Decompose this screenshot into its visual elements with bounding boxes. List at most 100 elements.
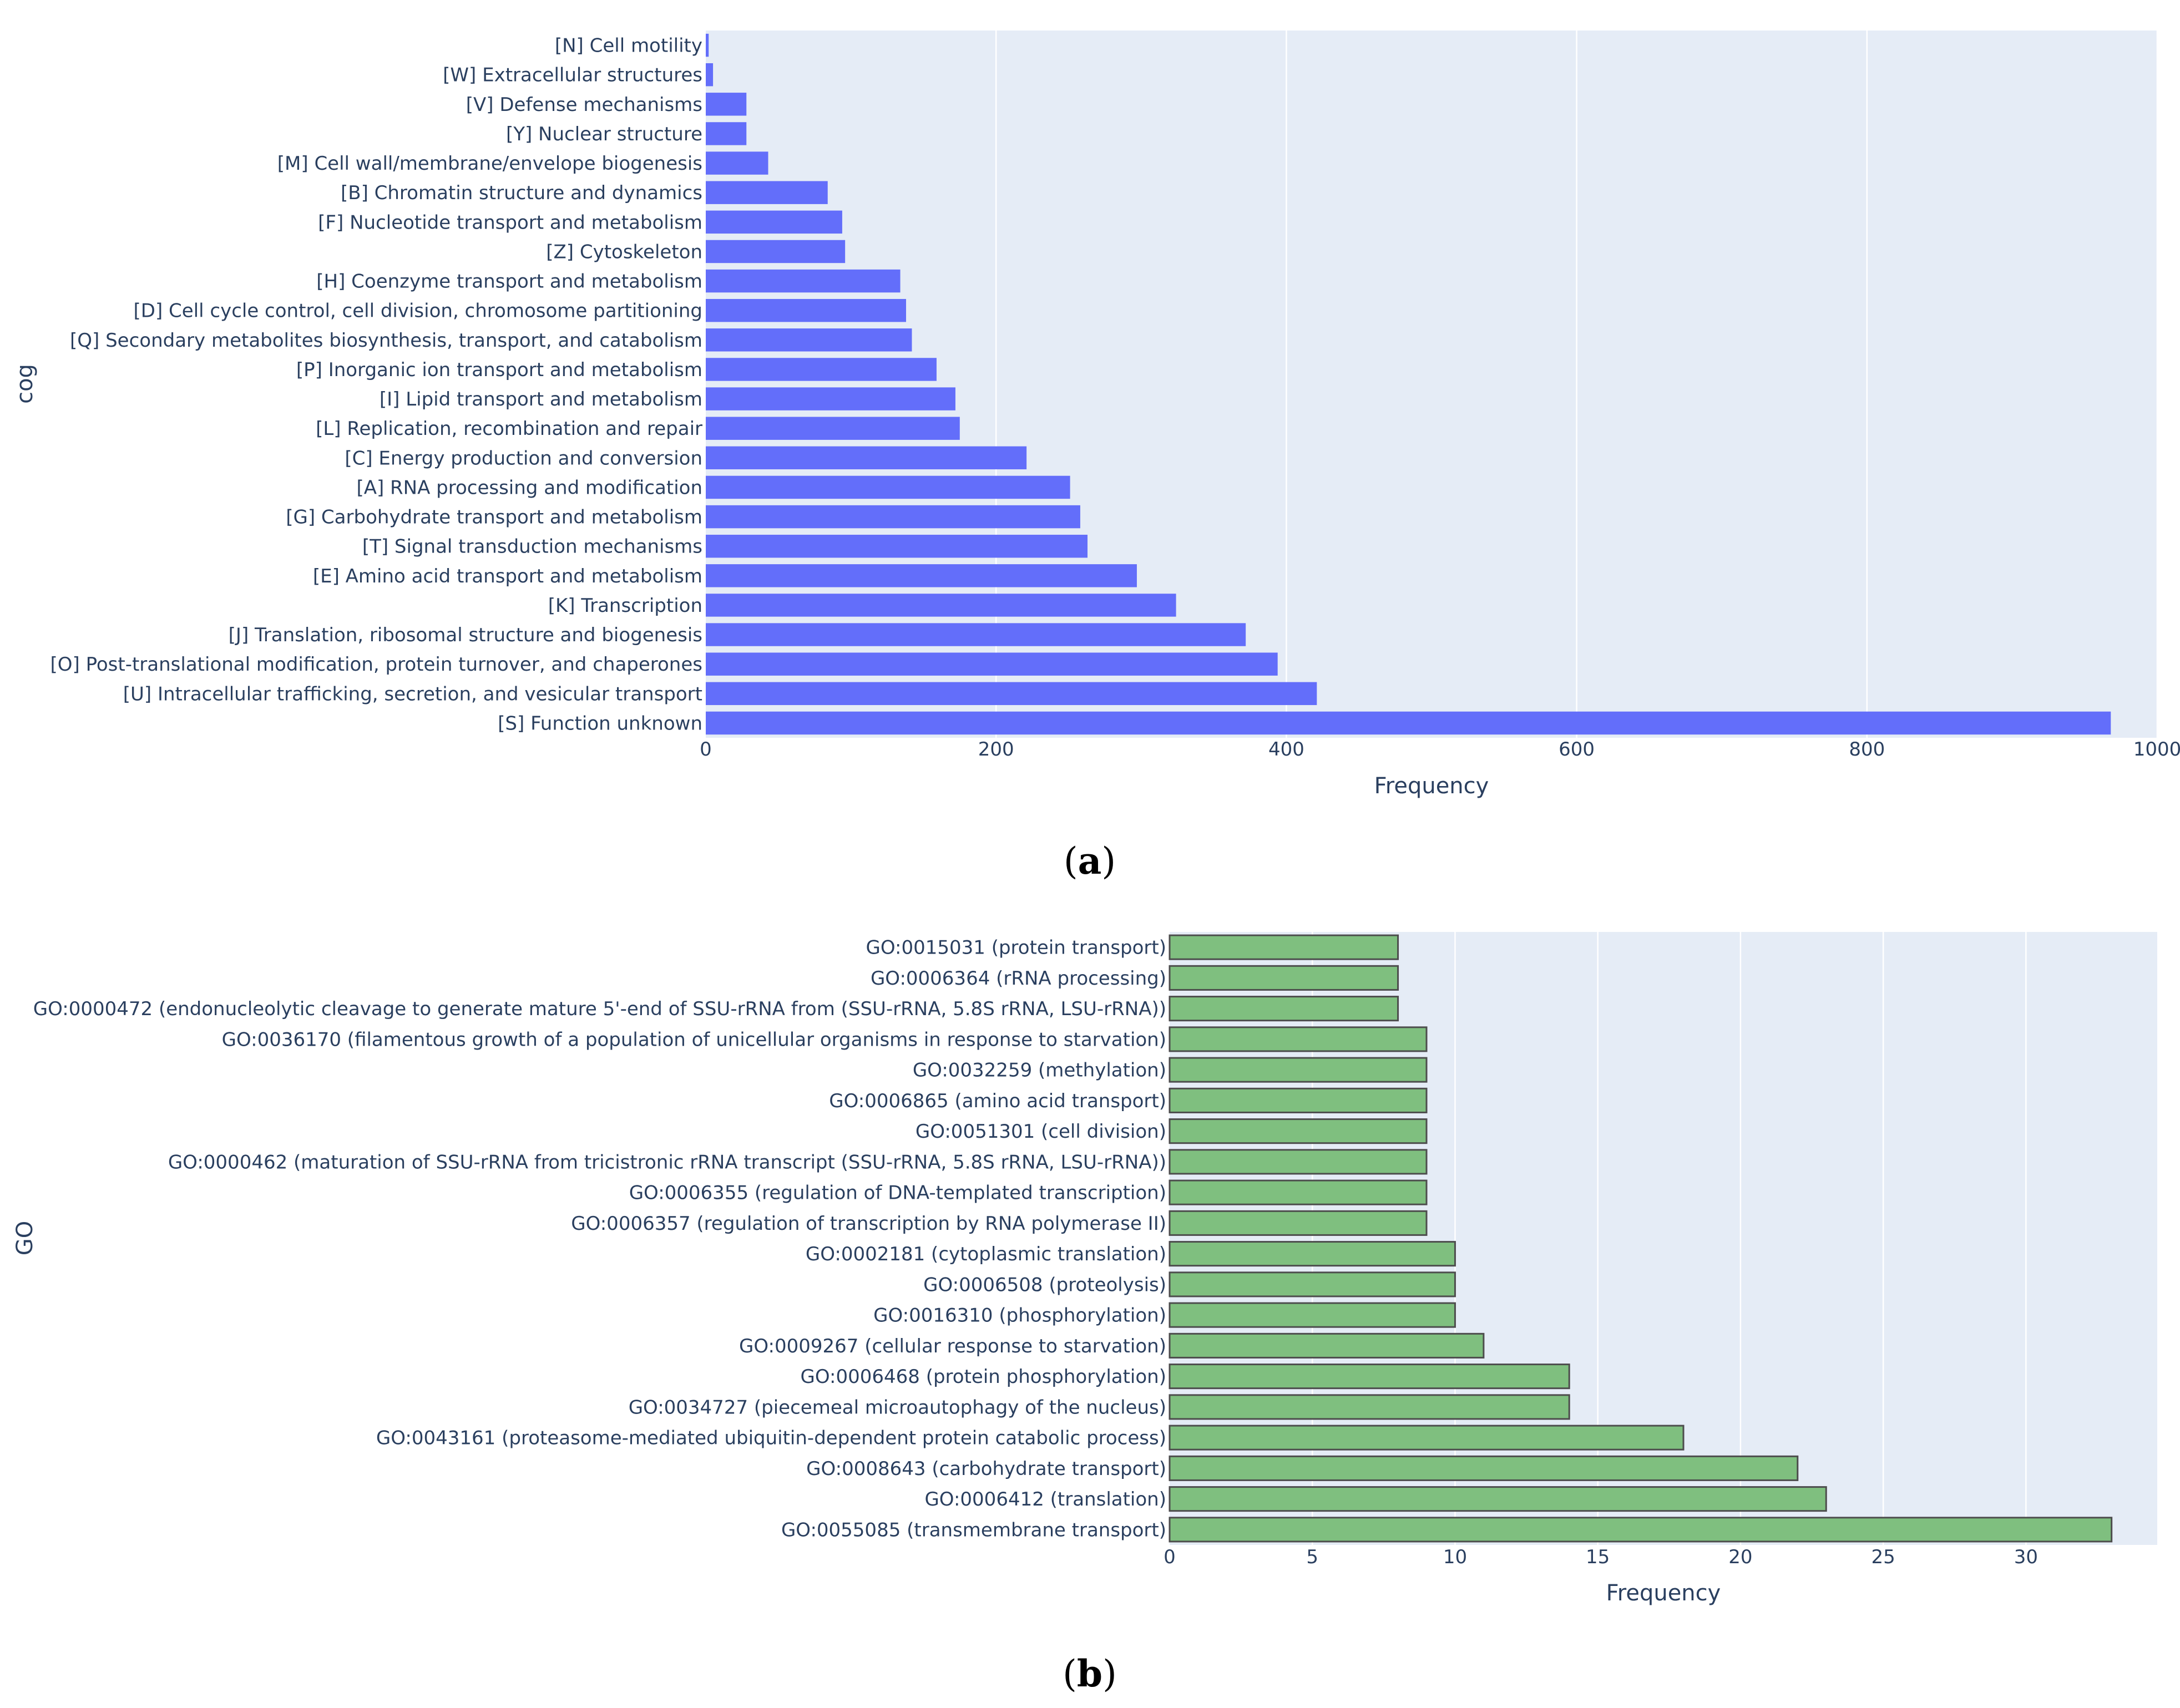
category-label: [N] Cell motility (555, 35, 702, 57)
bar (1169, 1241, 1456, 1267)
bar (1169, 996, 1399, 1022)
bar (706, 682, 1317, 706)
bar (1169, 1486, 1827, 1512)
bar (706, 122, 747, 145)
category-label: [E] Amino acid transport and metabolism (313, 565, 702, 587)
category-label: GO:0009267 (cellular response to starvat… (739, 1335, 1166, 1357)
category-label: [C] Energy production and conversion (345, 447, 702, 469)
bar (706, 358, 937, 381)
category-labels-go: GO:0015031 (protein transport) GO:0006364… (33, 937, 1166, 1542)
bar (706, 623, 1246, 646)
x-tick-label: 600 (1559, 738, 1595, 761)
bar (706, 181, 828, 204)
category-label: GO:0034727 (piecemeal microautophagy of … (629, 1396, 1166, 1418)
bar (1169, 1057, 1428, 1083)
plot-area-cog (706, 31, 2157, 738)
x-axis-title-go: Frequency (1606, 1580, 1721, 1606)
category-label: GO:0055085 (transmembrane transport) (781, 1519, 1166, 1541)
category-label: [W] Extracellular structures (443, 64, 702, 87)
category-label: [H] Coenzyme transport and metabolism (316, 271, 702, 293)
category-label: [Z] Cytoskeleton (546, 241, 702, 263)
category-label: GO:0006468 (protein phosphorylation) (801, 1366, 1166, 1388)
bar (1169, 1517, 2113, 1543)
category-label: [L] Replication, recombination and repai… (316, 418, 702, 440)
bar (1169, 1179, 1428, 1205)
bar (1169, 1210, 1428, 1236)
bar (706, 446, 1027, 470)
x-tick-label: 1000 (2133, 738, 2180, 761)
category-label: GO:0002181 (cytoplasmic translation) (806, 1243, 1166, 1265)
bars-go (1169, 934, 2113, 1543)
category-label: [S] Function unknown (498, 712, 702, 734)
category-label: GO:0000472 (endonucleolytic cleavage to … (33, 998, 1166, 1020)
category-label: GO:0036170 (filamentous growth of a popu… (222, 1028, 1166, 1051)
x-tick-label: 800 (1849, 738, 1885, 761)
bar (1169, 1364, 1570, 1390)
bar (706, 594, 1176, 617)
category-label: [M] Cell wall/membrane/envelope biogenes… (277, 153, 702, 175)
chart-go: GO:0015031 (protein transport) GO:0006364… (12, 932, 2157, 1695)
x-tick-label: 15 (1586, 1546, 1610, 1568)
bar (1169, 1026, 1428, 1052)
bar (706, 93, 747, 116)
bar (706, 505, 1080, 529)
bar (1169, 1149, 1428, 1175)
category-label: [I] Lipid transport and metabolism (380, 388, 702, 410)
bar (706, 475, 1070, 499)
category-label: GO:0006508 (proteolysis) (923, 1274, 1166, 1296)
gridlines-cog (995, 31, 2158, 738)
category-label: [F] Nucleotide transport and metabolism (318, 211, 702, 234)
x-tick-label: 20 (1728, 1546, 1752, 1568)
category-label: GO:0043161 (proteasome-mediated ubiquiti… (376, 1427, 1166, 1449)
x-tick-labels-go: 0 5 10 15 20 25 30 (1164, 1546, 2038, 1568)
x-tick-label: 10 (1443, 1546, 1467, 1568)
category-label: GO:0032259 (methylation) (913, 1060, 1166, 1082)
category-label: [P] Inorganic ion transport and metaboli… (296, 359, 702, 381)
bar (1169, 1302, 1456, 1328)
category-label: GO:0006355 (regulation of DNA-templated … (629, 1182, 1166, 1204)
bar (1169, 1118, 1428, 1144)
y-axis-title-cog: cog (12, 364, 38, 404)
bar (1169, 1271, 1456, 1298)
bar (706, 63, 714, 87)
category-label: GO:0051301 (cell division) (916, 1121, 1166, 1143)
category-label: GO:0015031 (protein transport) (866, 937, 1167, 959)
x-tick-label: 0 (1164, 1546, 1176, 1568)
panel-label-a: (a) (1064, 839, 1116, 883)
x-tick-label: 200 (978, 738, 1014, 761)
x-tick-label: 30 (2014, 1546, 2038, 1568)
category-label: [O] Post-translational modification, pro… (50, 653, 702, 676)
category-labels-cog: [N] Cell motility [W] Extracellular struc… (50, 35, 702, 735)
category-label: GO:0008643 (carbohydrate transport) (806, 1458, 1166, 1480)
bar (706, 240, 846, 263)
category-label: [Y] Nuclear structure (506, 123, 702, 145)
bar (1169, 1455, 1799, 1481)
x-tick-label: 5 (1306, 1546, 1318, 1568)
category-label: [U] Intracellular trafficking, secretion… (123, 683, 702, 705)
bar (706, 387, 955, 410)
bar (1169, 1332, 1485, 1359)
category-label: GO:0006412 (translation) (924, 1488, 1166, 1511)
bar (1169, 965, 1399, 991)
bar (706, 711, 2111, 735)
x-tick-label: 25 (1871, 1546, 1895, 1568)
category-label: [B] Chromatin structure and dynamics (341, 182, 702, 204)
category-label: [G] Carbohydrate transport and metabolis… (286, 506, 702, 529)
bar (706, 417, 960, 440)
category-label: [T] Signal transduction mechanisms (362, 536, 702, 558)
category-label: GO:0000462 (maturation of SSU-rRNA from … (168, 1151, 1166, 1173)
bar (706, 210, 842, 234)
chart-cog: [N] Cell motility [W] Extracellular struc… (12, 31, 2180, 883)
category-label: GO:0016310 (phosphorylation) (873, 1305, 1166, 1327)
panel-label-b: (b) (1063, 1652, 1117, 1695)
x-tick-label: 0 (700, 738, 712, 761)
bar (706, 652, 1278, 676)
bar (1169, 934, 1399, 960)
bar (706, 328, 912, 352)
plot-area-go (1170, 932, 2157, 1545)
category-label: [V] Defense mechanisms (466, 94, 702, 116)
category-label: [D] Cell cycle control, cell division, c… (134, 300, 703, 322)
bar (1169, 1425, 1685, 1451)
bar (706, 151, 768, 175)
